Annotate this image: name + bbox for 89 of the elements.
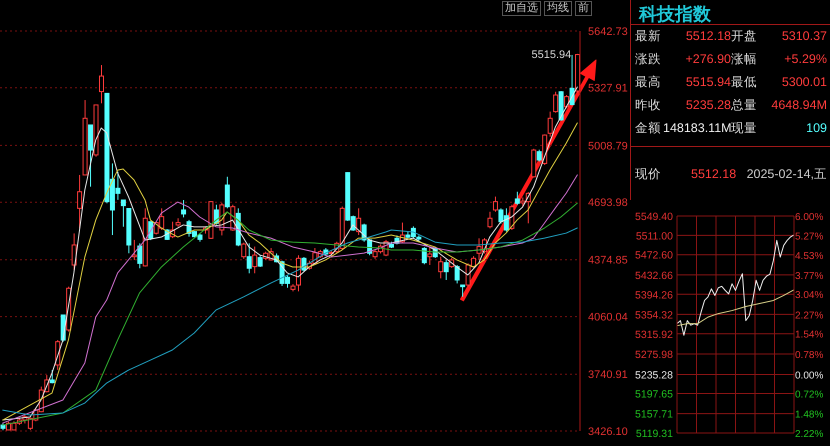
y-tick-label: 4693.98 [588,197,628,210]
candlestick [241,242,246,260]
toolbar-button: 加自选 [502,1,541,16]
candlestick [438,256,444,279]
text: 现量 [731,120,758,137]
y2-tick-label: 3.77% [795,270,824,282]
candlestick [252,246,258,274]
candlestick [224,176,230,209]
y2-tick-label: 6.00% [795,212,824,223]
y-tick-label: 4374.85 [588,254,628,267]
y-tick-label: 5119.31 [636,428,674,440]
text: 4648.94M [770,97,827,114]
candlestick [553,91,558,114]
candlestick [137,242,142,269]
text: +276.90 [684,51,731,68]
candlestick [460,284,466,298]
y-tick-label: 5394.26 [635,289,674,302]
candlestick [50,370,55,384]
y-tick-label: 5642.73 [588,26,628,38]
text: 5235.28 [684,97,731,114]
candlestick [548,111,553,138]
y2-tick-label: 3.04% [795,290,824,302]
candlestick [246,242,252,274]
y2-tick-label: 2.27% [795,310,824,322]
text: 开盘 [731,28,758,45]
text: 5512.18 [691,167,738,181]
text: 5310.37 [780,28,827,45]
y2-tick-label: 4.53% [795,250,824,262]
candlestick [132,239,137,260]
y-tick-label: 5008.79 [588,140,628,152]
y-tick-label: 5275.98 [635,348,674,361]
candlestick [422,246,427,265]
y2-tick-label: 5.27% [795,231,824,242]
y-tick-label: 5354.32 [635,309,674,322]
candlestick [77,174,82,229]
y-tick-label: 4060.04 [588,312,628,324]
annotation: 5515.94 [532,48,572,61]
candlestick [454,264,460,284]
candlestick [514,191,520,206]
text: +5.29% [783,51,827,68]
candlestick [564,94,570,109]
candlestick [258,254,263,268]
candlestick [120,200,126,228]
line-series [676,234,794,336]
y-tick-label: 5315.92 [635,328,674,341]
y-tick-label: 5235.28 [635,369,674,382]
candlestick [181,200,186,218]
text: 昨收 [635,97,662,114]
text: 涨跌 [635,51,662,68]
y-tick-label: 3426.10 [588,426,628,438]
text: 5515.94 [684,74,731,91]
y-tick-label: 3740.91 [588,369,628,382]
y-tick-label: 5511.00 [636,230,674,242]
text: 总量 [731,97,758,114]
y-tick-label: 5157.71 [635,408,674,421]
text: 109 [805,120,827,137]
y-tick-label: 5549.40 [635,211,674,223]
candlestick [444,259,449,280]
line-series [676,289,794,326]
y2-tick-label: 1.48% [795,409,824,420]
y-tick-label: 5327.91 [588,82,628,95]
text: 最新 [635,28,662,45]
candlestick [98,64,104,104]
candlestick [356,208,362,236]
toolbar-button: 前 [575,1,592,16]
candlestick [487,211,492,229]
line-series [2,228,578,416]
y-tick-label: 5197.65 [635,388,674,400]
text: 2025-02-14,五 [746,166,827,183]
y2-tick-label: 0.72% [795,389,824,400]
text: 金额 [635,120,662,137]
text: 涨幅 [731,51,758,68]
y2-tick-label: 0.00% [795,370,824,382]
text: 5300.01 [780,74,827,91]
y2-tick-label: 1.54% [795,330,824,341]
y-tick-label: 5472.60 [635,250,674,262]
candlestick [492,196,498,212]
candlestick [536,149,542,162]
candlestick [427,246,432,266]
text: 科技指数 [631,0,830,25]
text: 现价 [635,166,662,183]
y2-tick-label: 0.78% [795,350,824,361]
text: 148183.11M [663,120,732,137]
toolbar-button: 均线 [544,1,572,16]
text: 最高 [635,74,662,91]
y2-tick-label: 2.22% [795,429,824,440]
text: 5512.18 [684,28,731,45]
text: 最低 [731,74,758,91]
y-tick-label: 5432.66 [635,270,674,282]
